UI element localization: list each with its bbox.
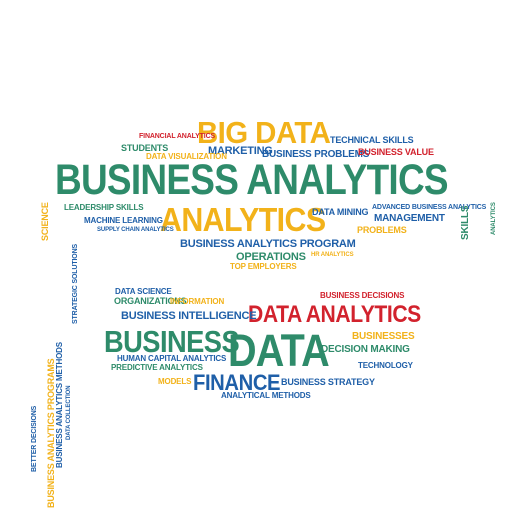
word-skills-vertical: SKILLS bbox=[460, 205, 471, 240]
word-analytical-methods: ANALYTICAL METHODS bbox=[221, 391, 311, 400]
word-data: DATA bbox=[228, 325, 330, 376]
word-data-analytics: DATA ANALYTICS bbox=[248, 301, 421, 328]
word-ba-methods-vertical: BUSINESS ANALYTICS METHODS bbox=[55, 342, 64, 468]
word-supply-chain: SUPPLY CHAIN ANALYTICS bbox=[97, 227, 174, 233]
word-business: BUSINESS bbox=[104, 324, 240, 359]
word-analytics: ANALYTICS bbox=[160, 201, 326, 238]
word-data-visualization: DATA VISUALIZATION bbox=[146, 152, 227, 161]
word-data-collection-vertical: DATA COLLECTION bbox=[66, 385, 72, 440]
word-business-value: BUSINESS VALUE bbox=[358, 147, 434, 157]
word-financial-analytics: FINANCIAL ANALYTICS bbox=[139, 133, 216, 140]
word-information: INFORMATION bbox=[170, 297, 225, 306]
word-technology: TECHNOLOGY bbox=[358, 361, 413, 370]
word-big-data: BIG DATA bbox=[197, 115, 331, 150]
word-machine-learning: MACHINE LEARNING bbox=[84, 216, 163, 225]
word-human-capital-analytics: HUMAN CAPITAL ANALYTICS bbox=[117, 354, 227, 363]
word-hr-analytics: HR ANALYTICS bbox=[311, 252, 354, 258]
word-top-employers: TOP EMPLOYERS bbox=[230, 262, 297, 271]
word-organizations: ORGANIZATIONS bbox=[114, 296, 187, 306]
word-data-science: DATA SCIENCE bbox=[115, 287, 172, 296]
word-models: MODELS bbox=[158, 377, 192, 386]
word-advanced-business-analytics: ADVANCED BUSINESS ANALYTICS bbox=[372, 204, 487, 211]
word-business-problems: BUSINESS PROBLEMS bbox=[262, 149, 370, 160]
word-data-mining: DATA MINING bbox=[312, 207, 369, 217]
word-operations: OPERATIONS bbox=[236, 251, 306, 263]
word-problems: PROBLEMS bbox=[357, 225, 407, 235]
word-businesses: BUSINESSES bbox=[352, 331, 415, 342]
word-business-intelligence: BUSINESS INTELLIGENCE bbox=[121, 310, 257, 322]
word-students: STUDENTS bbox=[121, 143, 169, 153]
word-marketing: MARKETING bbox=[208, 145, 273, 157]
word-business-analytics-program: BUSINESS ANALYTICS PROGRAM bbox=[180, 238, 356, 250]
word-leadership-skills: LEADERSHIP SKILLS bbox=[64, 203, 144, 212]
word-business-strategy: BUSINESS STRATEGY bbox=[281, 377, 375, 387]
word-finance: FINANCE bbox=[193, 370, 281, 395]
word-business-decisions: BUSINESS DECISIONS bbox=[320, 291, 405, 300]
word-management: MANAGEMENT bbox=[374, 213, 445, 224]
word-strategic-solutions-vertical: STRATEGIC SOLUTIONS bbox=[72, 243, 79, 324]
word-technical-skills: TECHNICAL SKILLS bbox=[330, 135, 414, 145]
word-predictive-analytics: PREDICTIVE ANALYTICS bbox=[111, 363, 203, 372]
word-decision-making: DECISION MAKING bbox=[321, 344, 410, 355]
word-analytics-vertical: ANALYTICS bbox=[491, 202, 497, 235]
word-better-decisions-vertical: BETTER DECISIONS bbox=[31, 405, 38, 472]
word-science-vertical: SCIENCE bbox=[40, 202, 50, 241]
word-business-analytics: BUSINESS ANALYTICS bbox=[55, 156, 449, 204]
